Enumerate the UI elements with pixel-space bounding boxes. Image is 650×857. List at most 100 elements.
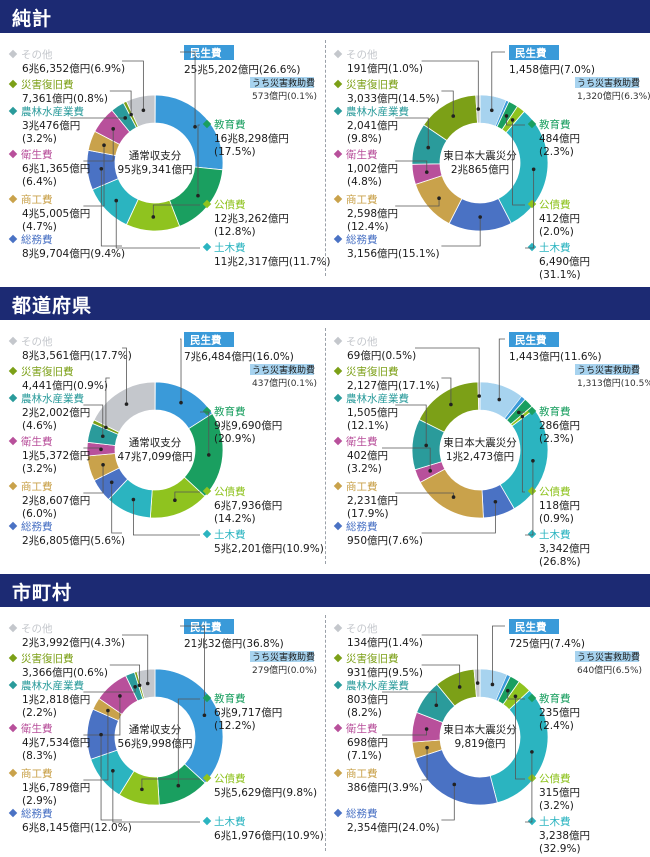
- leader-dot: [457, 685, 462, 689]
- value-debt: 412億円: [539, 212, 580, 225]
- value-disaster-relief: 437億円(0.1%): [252, 377, 317, 389]
- label-sanitation: 衛生費: [346, 722, 378, 735]
- leader-line: [141, 778, 200, 790]
- value-disaster-recovery: 2,127億円(17.1%): [347, 379, 440, 392]
- pie-slice-other: [136, 668, 156, 699]
- welfare-tag-box: [184, 332, 234, 347]
- section-header-0: 純計: [0, 0, 650, 33]
- label-disaster-relief: うち災害救助費: [577, 77, 640, 89]
- pie-slice-civil-engineering: [489, 689, 549, 804]
- label-general-affairs: 総務費: [21, 520, 53, 533]
- leader-line: [491, 51, 505, 111]
- leader-line: [132, 499, 200, 536]
- value-education: 16兆8,298億円: [214, 132, 289, 145]
- leader-dot: [137, 683, 142, 688]
- label-agriculture: 農林水産業費: [346, 679, 409, 692]
- percent-sanitation: (3.2%): [22, 463, 57, 475]
- legend-diamond-icon: [527, 529, 537, 539]
- leader-dot: [124, 402, 129, 406]
- welfare-tag-box: [184, 45, 234, 60]
- percent-commerce: (12.4%): [347, 221, 389, 233]
- pie-center-total: 56兆9,998億円: [118, 737, 193, 750]
- leader-dot: [118, 694, 122, 698]
- leader-line: [83, 464, 104, 494]
- leader-dot: [424, 443, 428, 448]
- label-commerce: 商工費: [346, 767, 378, 780]
- leader-dot: [179, 400, 183, 405]
- value-disaster-relief: 279億円(0.0%): [252, 664, 317, 676]
- label-other: その他: [21, 622, 53, 635]
- leader-dot: [530, 750, 534, 754]
- legend-diamond-icon: [202, 119, 212, 129]
- leader-line: [122, 60, 144, 111]
- label-education: 教育費: [214, 118, 246, 131]
- percent-sanitation: (3.2%): [347, 463, 382, 475]
- leader-dot: [531, 167, 536, 172]
- leader-dot: [196, 193, 200, 198]
- leader-dot: [102, 143, 106, 147]
- legend-diamond-icon: [8, 366, 18, 376]
- legend-diamond-icon: [8, 653, 18, 663]
- leader-line: [100, 734, 122, 821]
- legend-diamond-icon: [333, 808, 343, 818]
- label-general-affairs: 総務費: [346, 520, 378, 533]
- value-general-affairs: 2兆6,805億円(5.6%): [22, 534, 125, 547]
- label-debt: 公債費: [539, 772, 571, 785]
- welfare-tag-box: [509, 619, 559, 634]
- legend-diamond-icon: [8, 481, 18, 491]
- disaster-relief-tag-box: [250, 364, 314, 375]
- percent-civil-engineering: (26.8%): [539, 556, 581, 568]
- legend-diamond-icon: [333, 680, 343, 690]
- legend-diamond-icon: [8, 79, 18, 89]
- legend-diamond-icon: [333, 234, 343, 244]
- value-sanitation: 4兆7,534億円: [22, 736, 90, 749]
- leader-line: [421, 501, 496, 534]
- label-civil-engineering: 土木費: [539, 241, 571, 254]
- pie-center-title: 東日本大震災分: [443, 149, 517, 162]
- legend-diamond-icon: [8, 680, 18, 690]
- value-sanitation: 698億円: [347, 736, 388, 749]
- percent-agriculture: (8.2%): [347, 707, 382, 719]
- section-title: 市町村: [12, 582, 73, 604]
- leader-line: [521, 416, 525, 493]
- legend-diamond-icon: [527, 406, 537, 416]
- legend-diamond-icon: [8, 234, 18, 244]
- label-disaster-recovery: 災害復旧費: [346, 652, 399, 665]
- label-education: 教育費: [214, 692, 246, 705]
- leader-line: [109, 664, 141, 686]
- leader-dot: [99, 732, 103, 737]
- label-debt: 公債費: [214, 772, 246, 785]
- leader-dot: [475, 681, 480, 685]
- leader-line: [525, 460, 534, 536]
- leader-dot: [104, 425, 108, 430]
- leader-dot: [206, 453, 211, 457]
- label-agriculture: 農林水産業費: [346, 392, 409, 405]
- legend-diamond-icon: [333, 723, 343, 733]
- value-welfare: 25兆5,202億円(26.6%): [184, 63, 300, 76]
- value-disaster-recovery: 3,366億円(0.6%): [22, 666, 108, 679]
- label-welfare: 民生費: [515, 334, 547, 347]
- leader-line: [506, 115, 525, 126]
- leader-dot: [478, 215, 482, 219]
- leader-line: [111, 482, 122, 534]
- leader-line: [83, 695, 121, 736]
- percent-education: (2.3%): [539, 433, 574, 445]
- pie-center-title: 通常収支分: [129, 436, 182, 449]
- label-other: その他: [346, 48, 378, 61]
- label-welfare: 民生費: [515, 47, 547, 60]
- legend-diamond-icon: [202, 199, 212, 209]
- legend-diamond-icon: [333, 521, 343, 531]
- value-disaster-recovery: 7,361億円(0.8%): [22, 92, 108, 105]
- label-commerce: 商工費: [346, 480, 378, 493]
- value-disaster-recovery: 4,441億円(0.9%): [22, 379, 108, 392]
- legend-diamond-icon: [333, 768, 343, 778]
- value-commerce: 2,598億円: [347, 207, 398, 220]
- label-agriculture: 農林水産業費: [21, 105, 84, 118]
- label-civil-engineering: 土木費: [214, 241, 246, 254]
- leader-dot: [176, 783, 181, 788]
- leader-dot: [510, 118, 515, 122]
- percent-sanitation: (7.1%): [347, 750, 382, 762]
- label-agriculture: 農林水産業費: [21, 679, 84, 692]
- value-commerce: 2兆8,607億円: [22, 494, 90, 507]
